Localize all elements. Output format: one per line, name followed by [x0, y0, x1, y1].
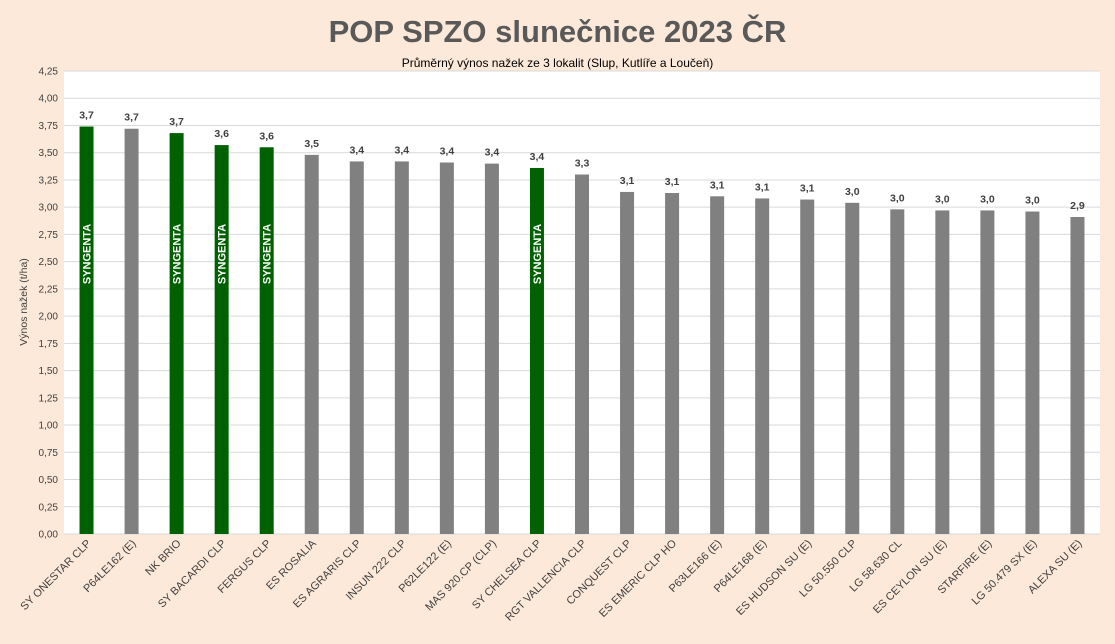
bar — [124, 128, 139, 534]
bar — [980, 210, 995, 534]
y-tick-label: 1,25 — [39, 393, 59, 404]
bar — [710, 196, 725, 534]
bar — [1070, 216, 1085, 534]
y-tick-label: 4,00 — [39, 94, 59, 105]
bar — [800, 199, 815, 534]
y-tick-label: 2,75 — [39, 230, 59, 241]
y-tick-label: 1,50 — [39, 366, 59, 377]
data-labels: 3,7 SYNGENTA 3,7 3,7 SYNGENTA 3,6 SYNGENTA 3,6 S… — [79, 110, 1085, 285]
data-label: 3,0 — [1025, 195, 1040, 207]
bar — [259, 147, 274, 534]
category-label: ES CEYLON SU (E) — [871, 538, 950, 617]
bar-brand-label: SYNGENTA — [82, 224, 94, 284]
y-tick-label: 2,25 — [39, 284, 59, 295]
data-label: 3,7 — [169, 116, 184, 128]
bar — [79, 126, 94, 534]
data-label: 3,0 — [935, 193, 950, 205]
data-label: 3,5 — [304, 138, 319, 150]
data-label: 3,6 — [214, 128, 229, 140]
data-label: 3,1 — [620, 175, 635, 187]
data-label: 3,0 — [890, 192, 905, 204]
data-label: 3,7 — [79, 110, 94, 122]
data-label: 3,4 — [440, 146, 455, 158]
bar — [935, 210, 950, 534]
y-tick-label: 2,50 — [39, 257, 59, 268]
category-label: ES HUDSON SU (E) — [734, 538, 814, 618]
y-tick-label: 4,25 — [39, 67, 59, 78]
y-tick-label: 3,50 — [39, 148, 59, 159]
bar — [575, 174, 589, 534]
bar — [169, 133, 184, 534]
y-tick-label: 3,00 — [39, 203, 59, 214]
bar — [394, 161, 409, 534]
y-tick-label: 3,75 — [39, 121, 59, 132]
y-tick-label: 3,25 — [39, 175, 59, 186]
data-label: 3,1 — [755, 181, 770, 193]
bar-brand-label: SYNGENTA — [532, 224, 544, 284]
data-label: 3,4 — [395, 144, 410, 156]
data-label: 3,6 — [259, 130, 274, 142]
bar-brand-label: SYNGENTA — [217, 224, 229, 284]
y-tick-label: 2,00 — [39, 312, 59, 323]
data-label: 3,1 — [710, 179, 725, 191]
bar-brand-label: SYNGENTA — [262, 224, 274, 284]
data-label: 3,4 — [485, 147, 500, 159]
y-axis-ticks: 0,00 0,25 0,50 0,75 1,00 1,25 1,50 1,75 2,00 2,25… — [39, 67, 59, 541]
chart-title: POP SPZO slunečnice 2023 ČR — [328, 14, 787, 49]
y-tick-label: 0,75 — [39, 448, 59, 459]
data-label: 3,4 — [530, 151, 545, 163]
data-label: 3,0 — [980, 193, 995, 205]
y-tick-label: 0,00 — [39, 530, 59, 541]
category-label: ES EMERIC CLP HO — [597, 537, 680, 620]
bar — [484, 163, 499, 534]
bar — [439, 162, 454, 534]
category-label: RGT VALLENCIA CLP — [503, 538, 589, 624]
category-label: NK BRIO — [143, 537, 184, 578]
bar — [620, 191, 635, 534]
bar — [665, 193, 680, 535]
bar — [529, 167, 544, 534]
data-label: 3,3 — [575, 157, 590, 169]
data-label: 3,4 — [349, 144, 364, 156]
bar — [845, 202, 860, 534]
data-label: 3,7 — [124, 112, 139, 124]
bar — [304, 154, 319, 534]
data-label: 3,1 — [665, 176, 680, 188]
bars — [79, 126, 1085, 535]
bar — [349, 161, 364, 534]
y-tick-label: 0,50 — [39, 475, 59, 486]
bar-brand-label: SYNGENTA — [172, 224, 184, 284]
bar — [1025, 211, 1040, 534]
bar — [214, 145, 229, 534]
data-label: 2,9 — [1070, 200, 1085, 212]
y-axis-label: Výnos nažek (t/ha) — [18, 258, 30, 346]
data-label: 3,1 — [800, 183, 815, 195]
y-tick-label: 1,00 — [39, 421, 59, 432]
y-tick-label: 0,25 — [39, 502, 59, 513]
category-label: SY ONESTAR CLP — [18, 538, 93, 613]
y-tick-label: 1,75 — [39, 339, 59, 350]
bar — [755, 198, 770, 534]
bar — [890, 209, 905, 535]
chart-subtitle: Průměrný výnos nažek ze 3 lokalit (Slup,… — [401, 56, 714, 70]
data-label: 3,0 — [845, 186, 860, 198]
